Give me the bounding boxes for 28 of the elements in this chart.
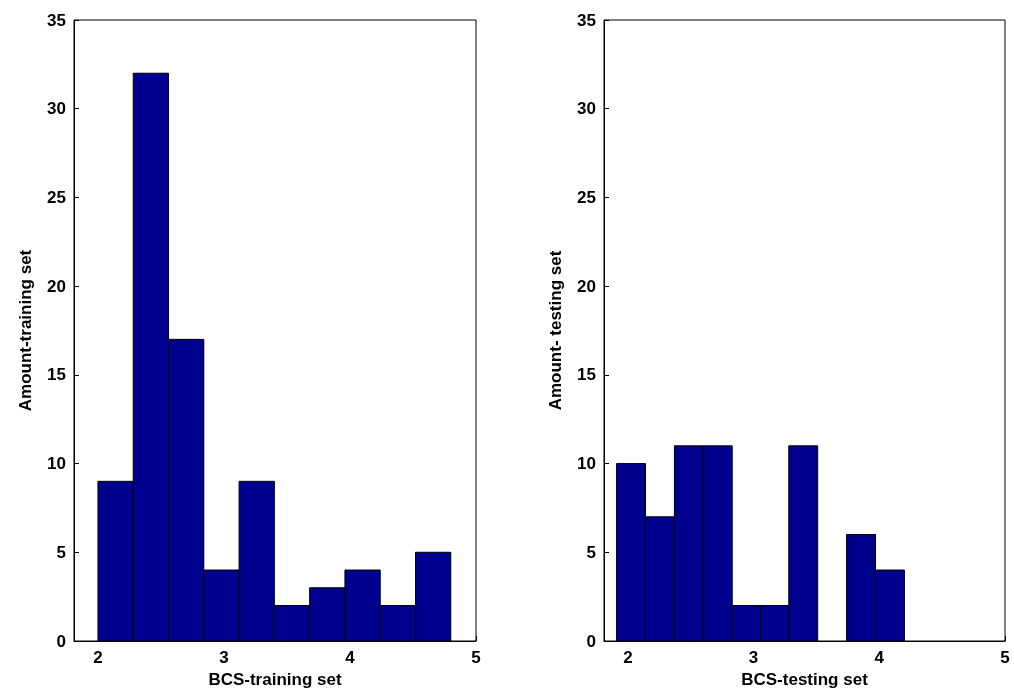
x-tick-label: 3 [748, 648, 759, 667]
y-tick-label: 5 [56, 542, 66, 562]
y-tick-label: 35 [577, 10, 596, 30]
y-tick-label: 25 [577, 187, 596, 207]
y-tick-label: 5 [586, 542, 596, 562]
y-tick-label: 0 [56, 631, 66, 651]
x-tick-label: 2 [623, 648, 633, 667]
x-tick-label: 2 [93, 648, 103, 667]
x-axis-title: BCS-training set [208, 669, 342, 689]
x-tick-label: 4 [345, 648, 356, 667]
x-axis-title: BCS-testing set [741, 669, 869, 689]
y-tick-label: 15 [577, 365, 596, 385]
y-axis-title: Amount-training set [16, 249, 35, 412]
y-axis-title: Amount- testing set [546, 250, 565, 411]
y-tick-label: 20 [47, 276, 66, 296]
y-tick-label: 35 [47, 10, 66, 30]
x-tick-label: 3 [219, 648, 229, 667]
x-tick-label: 5 [1000, 648, 1010, 667]
x-tick-label: 4 [874, 648, 885, 667]
y-tick-label: 0 [586, 631, 596, 651]
x-tick-label: 5 [471, 648, 481, 667]
y-tick-label: 20 [577, 276, 596, 296]
y-tick-label: 15 [47, 365, 66, 385]
y-tick-label: 25 [47, 187, 66, 207]
y-tick-label: 30 [577, 99, 596, 119]
y-tick-label: 10 [47, 454, 66, 474]
y-tick-label: 30 [47, 99, 66, 119]
y-tick-label: 10 [577, 454, 596, 474]
